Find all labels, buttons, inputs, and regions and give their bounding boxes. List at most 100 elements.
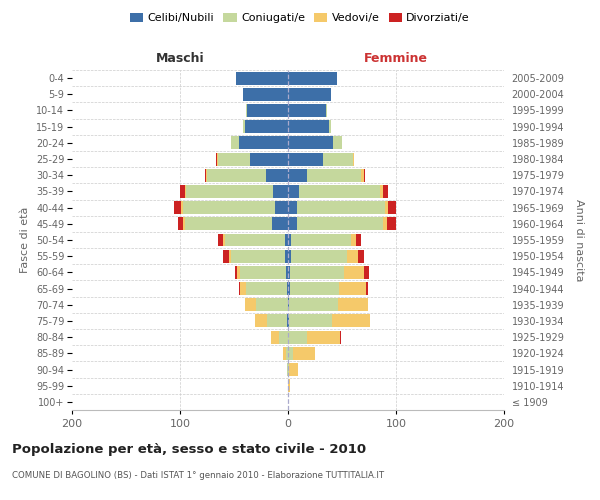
Bar xyxy=(285,250,288,262)
Text: COMUNE DI BAGOLINO (BS) - Dati ISTAT 1° gennaio 2010 - Elaborazione TUTTITALIA.I: COMUNE DI BAGOLINO (BS) - Dati ISTAT 1° … xyxy=(12,471,384,480)
Bar xyxy=(286,347,288,360)
Bar xyxy=(241,282,246,295)
Bar xyxy=(185,185,187,198)
Bar xyxy=(288,104,326,117)
Bar xyxy=(288,282,290,295)
Bar xyxy=(239,136,288,149)
Bar xyxy=(289,363,298,376)
Text: Popolazione per età, sesso e stato civile - 2010: Popolazione per età, sesso e stato civil… xyxy=(12,442,366,456)
Bar xyxy=(334,136,342,149)
Bar xyxy=(288,136,334,149)
Y-axis label: Fasce di età: Fasce di età xyxy=(20,207,31,273)
Bar xyxy=(187,185,273,198)
Bar xyxy=(250,152,288,166)
Bar xyxy=(271,330,280,344)
Bar xyxy=(275,201,288,214)
Bar xyxy=(246,104,247,117)
Bar xyxy=(364,266,369,279)
Bar xyxy=(299,185,380,198)
Bar xyxy=(385,201,388,214)
Bar xyxy=(173,201,181,214)
Bar xyxy=(388,218,396,230)
Legend: Celibi/Nubili, Coniugati/e, Vedovi/e, Divorziati/e: Celibi/Nubili, Coniugati/e, Vedovi/e, Di… xyxy=(125,8,475,28)
Bar xyxy=(288,330,307,344)
Bar xyxy=(291,250,347,262)
Bar xyxy=(288,298,289,311)
Bar xyxy=(239,282,241,295)
Bar xyxy=(364,169,365,181)
Bar xyxy=(383,218,388,230)
Bar xyxy=(231,136,239,149)
Bar xyxy=(347,250,358,262)
Bar xyxy=(338,298,368,311)
Bar xyxy=(287,314,288,328)
Bar xyxy=(287,363,288,376)
Bar xyxy=(245,298,256,311)
Bar xyxy=(217,152,218,166)
Bar xyxy=(181,201,183,214)
Bar xyxy=(339,282,366,295)
Bar xyxy=(185,218,272,230)
Bar xyxy=(296,201,385,214)
Bar xyxy=(237,266,241,279)
Bar xyxy=(329,120,331,133)
Y-axis label: Anni di nascita: Anni di nascita xyxy=(574,198,584,281)
Bar xyxy=(293,347,315,360)
Bar xyxy=(289,314,332,328)
Bar xyxy=(223,234,226,246)
Bar xyxy=(383,185,388,198)
Bar xyxy=(288,201,296,214)
Bar xyxy=(288,347,293,360)
Bar xyxy=(366,282,368,295)
Bar xyxy=(272,218,288,230)
Text: Femmine: Femmine xyxy=(364,52,428,65)
Bar xyxy=(288,266,290,279)
Bar xyxy=(332,314,370,328)
Bar xyxy=(288,363,289,376)
Bar xyxy=(247,104,288,117)
Bar xyxy=(218,234,223,246)
Text: Maschi: Maschi xyxy=(155,52,205,65)
Bar xyxy=(246,282,287,295)
Bar xyxy=(288,88,331,101)
Bar xyxy=(288,234,291,246)
Bar xyxy=(183,201,275,214)
Bar xyxy=(256,298,288,311)
Bar xyxy=(241,266,286,279)
Bar xyxy=(206,169,207,181)
Bar xyxy=(340,330,341,344)
Bar xyxy=(388,201,396,214)
Bar xyxy=(215,152,217,166)
Bar xyxy=(288,218,296,230)
Bar xyxy=(218,152,250,166)
Bar xyxy=(288,379,290,392)
Bar xyxy=(288,152,323,166)
Bar xyxy=(356,234,361,246)
Bar xyxy=(183,218,185,230)
Bar xyxy=(288,72,337,85)
Bar xyxy=(280,330,288,344)
Bar xyxy=(180,185,185,198)
Bar xyxy=(288,250,291,262)
Bar xyxy=(344,266,364,279)
Bar xyxy=(207,169,266,181)
Bar xyxy=(380,185,383,198)
Bar xyxy=(287,282,288,295)
Bar xyxy=(242,120,245,133)
Bar xyxy=(290,266,344,279)
Bar xyxy=(288,314,289,328)
Bar xyxy=(178,218,183,230)
Bar xyxy=(223,250,229,262)
Bar xyxy=(353,152,354,166)
Bar xyxy=(254,314,268,328)
Bar xyxy=(283,347,286,360)
Bar xyxy=(326,104,327,117)
Bar xyxy=(226,234,285,246)
Bar xyxy=(266,169,288,181)
Bar xyxy=(273,185,288,198)
Bar xyxy=(288,185,299,198)
Bar xyxy=(236,72,288,85)
Bar xyxy=(229,250,231,262)
Bar xyxy=(268,314,287,328)
Bar xyxy=(350,234,356,246)
